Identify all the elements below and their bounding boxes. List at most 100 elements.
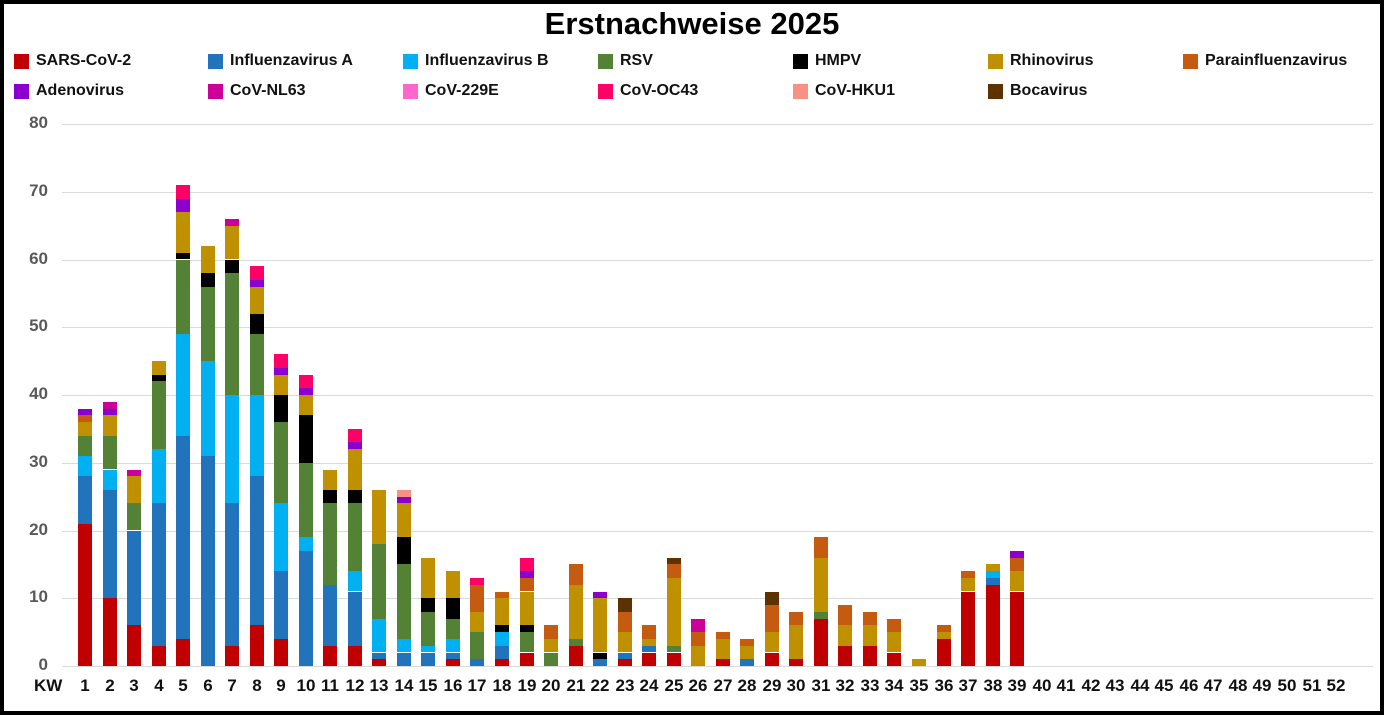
segment-rhinovirus	[520, 591, 534, 626]
segment-influenzavirus-a	[446, 652, 460, 660]
bar-week-38	[986, 4, 1000, 666]
x-tick-kw-7: 7	[227, 676, 237, 695]
segment-parainfluenzavirus	[740, 638, 754, 646]
segment-rsv	[127, 503, 141, 531]
segment-rhinovirus	[299, 395, 313, 416]
bar-week-33	[863, 4, 877, 666]
y-tick-60: 60	[29, 249, 48, 268]
bar-week-37	[961, 4, 975, 666]
segment-rhinovirus	[961, 577, 975, 592]
bar-week-2	[103, 4, 117, 667]
segment-influenzavirus-a	[348, 591, 362, 646]
x-tick-kw-26: 26	[688, 676, 708, 695]
segment-rhinovirus	[642, 638, 656, 646]
segment-rhinovirus	[569, 584, 583, 639]
segment-influenzavirus-a	[78, 476, 92, 524]
y-tick-20: 20	[29, 520, 48, 539]
segment-parainfluenzavirus	[765, 605, 779, 633]
segment-sars-cov-2	[789, 659, 803, 666]
segment-sars-cov-2	[716, 659, 730, 666]
legend-swatch-icon	[988, 83, 1003, 99]
segment-rsv	[176, 259, 190, 334]
bar-week-7	[225, 4, 239, 666]
x-tick-kw-19: 19	[517, 676, 537, 695]
segment-parainfluenzavirus	[1010, 557, 1024, 572]
x-tick-kw-21: 21	[566, 676, 586, 695]
segment-adenovirus	[274, 367, 288, 375]
bar-week-19	[520, 4, 534, 667]
bar-week-8	[250, 4, 264, 667]
bar-week-24	[642, 4, 656, 667]
bar-week-18	[495, 4, 509, 666]
segment-rsv	[274, 422, 288, 504]
x-tick-kw-5: 5	[178, 676, 188, 695]
x-tick-kw-36: 36	[934, 676, 954, 695]
segment-influenzavirus-a	[470, 659, 484, 666]
legend-item-rhinovirus: Rhinovirus	[988, 52, 1094, 70]
segment-rhinovirus	[201, 245, 215, 273]
y-tick-30: 30	[29, 452, 48, 471]
bar-week-15	[421, 4, 435, 667]
bar-week-30	[789, 4, 803, 666]
x-tick-kw-22: 22	[590, 676, 610, 695]
legend-swatch-icon	[598, 53, 613, 69]
segment-sars-cov-2	[446, 659, 460, 666]
x-tick-kw-30: 30	[786, 676, 806, 695]
x-tick-kw-45: 45	[1154, 676, 1174, 695]
segment-parainfluenzavirus	[789, 611, 803, 626]
bar-week-3	[127, 4, 141, 667]
segment-rsv	[569, 638, 583, 646]
segment-influenzavirus-a	[127, 530, 141, 626]
segment-adenovirus	[348, 442, 362, 450]
bar-week-39	[1010, 4, 1024, 666]
segment-rhinovirus	[78, 422, 92, 436]
segment-sars-cov-2	[618, 659, 632, 666]
legend-swatch-icon	[793, 53, 808, 69]
segment-rhinovirus	[372, 489, 386, 545]
x-tick-kw-8: 8	[252, 676, 262, 695]
x-axis-prefix-label: KW	[34, 676, 63, 695]
segment-sars-cov-2	[520, 652, 534, 667]
x-tick-kw-48: 48	[1228, 676, 1248, 695]
x-tick-kw-20: 20	[541, 676, 561, 695]
bar-week-27	[716, 4, 730, 666]
segment-rhinovirus	[912, 659, 926, 666]
segment-sars-cov-2	[863, 645, 877, 666]
segment-rsv	[201, 286, 215, 362]
segment-influenzavirus-a	[201, 456, 215, 666]
bar-week-9	[274, 4, 288, 666]
segment-rhinovirus	[1010, 571, 1024, 592]
segment-hmpv	[348, 489, 362, 504]
segment-rhinovirus	[103, 415, 117, 436]
segment-parainfluenzavirus	[520, 577, 534, 592]
legend-item-influenzavirus-b: Influenzavirus B	[403, 52, 549, 70]
legend-item-influenzavirus-a: Influenzavirus A	[208, 52, 353, 70]
segment-influenzavirus-b	[103, 469, 117, 490]
segment-rhinovirus	[225, 225, 239, 260]
x-tick-kw-24: 24	[639, 676, 659, 695]
segment-sars-cov-2	[372, 659, 386, 666]
bar-week-1	[78, 4, 92, 666]
bar-week-32	[838, 4, 852, 666]
segment-sars-cov-2	[250, 625, 264, 667]
segment-rsv	[348, 503, 362, 572]
segment-hmpv	[520, 625, 534, 633]
x-tick-kw-32: 32	[835, 676, 855, 695]
x-tick-kw-41: 41	[1056, 676, 1076, 695]
segment-cov-oc43	[299, 374, 313, 389]
bar-week-29	[765, 4, 779, 667]
segment-rhinovirus	[667, 577, 681, 646]
legend-swatch-icon	[14, 53, 29, 69]
segment-cov-nl63	[103, 401, 117, 409]
segment-bocavirus	[765, 591, 779, 606]
segment-rhinovirus	[789, 625, 803, 660]
bar-week-36	[937, 4, 951, 666]
segment-hmpv	[421, 598, 435, 612]
segment-rhinovirus	[152, 361, 166, 375]
legend-label: Influenzavirus A	[230, 52, 353, 69]
segment-rhinovirus	[323, 469, 337, 490]
bar-week-35	[912, 4, 926, 666]
segment-rhinovirus	[937, 632, 951, 639]
x-tick-kw-17: 17	[467, 676, 487, 695]
